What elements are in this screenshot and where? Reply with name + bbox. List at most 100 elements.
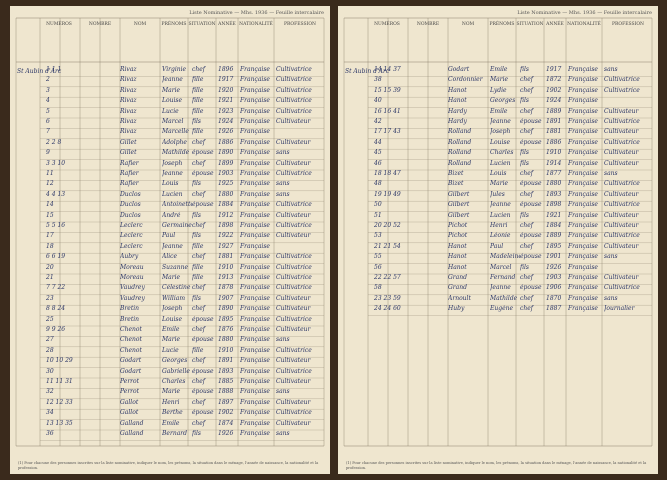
cell: Rivaz — [120, 76, 137, 84]
cell: 28 — [46, 346, 54, 354]
cell: épouse — [192, 201, 214, 209]
cell: chef — [192, 357, 205, 365]
cell: 1922 — [218, 232, 234, 240]
cell: Mathilde — [490, 294, 518, 302]
cell: Mathilde — [162, 149, 190, 157]
cell: Française — [240, 315, 270, 323]
cell: Louise — [162, 97, 183, 105]
cell: Française — [568, 180, 598, 188]
cell: fils — [192, 180, 201, 188]
cell: épouse — [520, 232, 542, 240]
cell: 48 — [374, 180, 382, 188]
cell: 1886 — [546, 138, 562, 146]
cell: 14 — [46, 201, 54, 209]
cell: Leclerc — [120, 222, 143, 229]
cell: chef — [192, 378, 205, 385]
cell: fils — [520, 211, 529, 219]
cell: Française — [240, 170, 270, 177]
cell: Hanot — [448, 97, 467, 105]
cell: Cultivateur — [604, 211, 639, 219]
cell: 1917 — [218, 76, 234, 84]
cell: Cultivatrice — [276, 76, 312, 84]
cell: Hardy — [448, 107, 467, 115]
cell: Jeanne — [162, 242, 183, 250]
cell: 34 — [46, 409, 54, 417]
cell: Cultivatrice — [276, 284, 312, 292]
cell: 15 — [46, 211, 54, 219]
cell: 1881 — [546, 128, 562, 136]
cell: Française — [240, 378, 270, 385]
cell: 7 — [46, 128, 50, 136]
column-header: PROFESSION — [611, 22, 644, 27]
cell: 46 — [374, 159, 382, 167]
cell: chef — [192, 222, 205, 229]
cell: Cultivateur — [276, 326, 311, 333]
cell: Rivaz — [120, 107, 137, 115]
cell: Chenot — [120, 336, 142, 344]
cell: Hanot — [448, 86, 467, 94]
cell: Lydie — [490, 86, 507, 94]
cell: Française — [240, 336, 270, 344]
cell: chef — [192, 253, 205, 261]
cell: 30 — [46, 367, 54, 375]
cell: fille — [192, 107, 204, 115]
cell: Française — [240, 430, 270, 437]
cell: Cultivateur — [604, 222, 639, 229]
cell: Française — [240, 118, 270, 125]
cell: Cultivateur — [604, 242, 639, 250]
column-header: NATIONALITÉ — [567, 22, 601, 27]
cell: Bizet — [448, 180, 464, 188]
cell: Française — [240, 66, 270, 73]
cell: Cultivatrice — [604, 76, 640, 84]
cell: Française — [240, 232, 270, 240]
cell: chef — [520, 170, 533, 177]
cell: Cultivatrice — [604, 86, 640, 94]
cell: Madeleine — [490, 253, 520, 261]
cell: Française — [568, 294, 598, 302]
cell: 15 15 39 — [374, 86, 401, 94]
cell: épouse — [192, 170, 214, 177]
cell: Cultivateur — [604, 128, 639, 136]
cell: fils — [520, 97, 529, 105]
cell: 20 — [46, 263, 54, 271]
cell: Jeanne — [490, 201, 511, 209]
cell: 1896 — [218, 66, 234, 73]
cell: Adolphe — [162, 138, 187, 146]
cell: Française — [240, 211, 270, 219]
cell: Française — [568, 128, 598, 136]
cell: 23 23 59 — [374, 294, 401, 302]
cell: Française — [240, 222, 270, 229]
cell: Hardy — [448, 118, 467, 125]
cell: 1880 — [218, 336, 234, 344]
cell: Charles — [162, 378, 186, 385]
cell: Française — [568, 284, 598, 292]
cell: 1895 — [218, 315, 234, 323]
cell: Louis — [162, 180, 179, 188]
cell: Rivaz — [120, 97, 137, 105]
cell: épouse — [520, 118, 542, 125]
cell: 1923 — [218, 107, 234, 115]
cell: 1890 — [218, 305, 234, 313]
cell: Cultivatrice — [276, 274, 312, 281]
cell: Française — [240, 159, 270, 167]
cell: 1884 — [546, 222, 562, 229]
cell: fille — [192, 274, 204, 281]
cell: 44 — [374, 138, 382, 146]
cell: Godart — [448, 66, 470, 73]
cell: Arnoult — [448, 294, 471, 302]
cell: 27 — [46, 336, 54, 344]
cell: Cultivateur — [604, 107, 639, 115]
cell: Cultivatrice — [604, 284, 640, 292]
cell: Duclos — [120, 211, 141, 219]
cell: Française — [568, 76, 598, 84]
cell: Française — [568, 66, 598, 73]
cell: Cultivatrice — [276, 346, 312, 354]
cell: chef — [520, 128, 533, 136]
cell: Cultivatrice — [276, 263, 312, 271]
cell: Henri — [162, 398, 180, 406]
column-header: PRÉNOMS — [161, 22, 187, 27]
cell: chef — [192, 159, 205, 167]
cell: Eugène — [490, 305, 514, 313]
cell: fille — [192, 86, 204, 94]
cell: Charles — [490, 149, 514, 157]
